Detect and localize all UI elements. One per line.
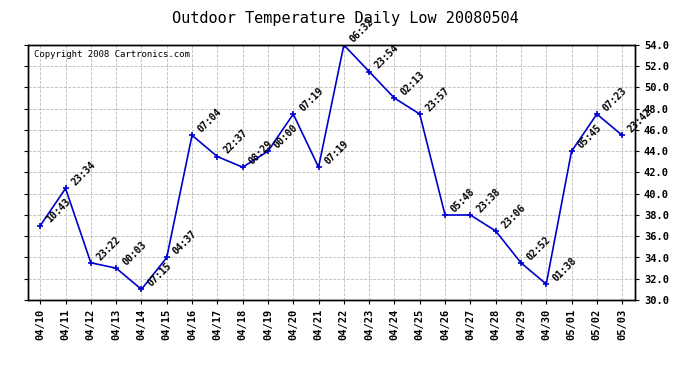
Text: 07:04: 07:04: [196, 107, 224, 135]
Text: 23:54: 23:54: [373, 43, 401, 71]
Text: 07:15: 07:15: [146, 261, 173, 289]
Text: 10:43: 10:43: [44, 197, 72, 225]
Text: 23:42: 23:42: [627, 107, 654, 135]
Text: 08:29: 08:29: [247, 139, 275, 166]
Text: 07:23: 07:23: [601, 86, 629, 113]
Text: 23:06: 23:06: [500, 202, 528, 230]
Text: 23:22: 23:22: [95, 234, 123, 262]
Text: 23:38: 23:38: [475, 186, 502, 214]
Text: 00:03: 00:03: [120, 240, 148, 267]
Text: Outdoor Temperature Daily Low 20080504: Outdoor Temperature Daily Low 20080504: [172, 11, 518, 26]
Text: Copyright 2008 Cartronics.com: Copyright 2008 Cartronics.com: [34, 50, 190, 59]
Text: 00:00: 00:00: [272, 123, 300, 150]
Text: 07:19: 07:19: [297, 86, 325, 113]
Text: 23:57: 23:57: [424, 86, 452, 113]
Text: 06:32: 06:32: [348, 16, 376, 44]
Text: 02:52: 02:52: [525, 234, 553, 262]
Text: 01:38: 01:38: [551, 255, 578, 283]
Text: 07:19: 07:19: [323, 139, 351, 166]
Text: 04:37: 04:37: [171, 229, 199, 257]
Text: 22:37: 22:37: [221, 128, 249, 156]
Text: 02:13: 02:13: [399, 69, 426, 98]
Text: 23:34: 23:34: [70, 160, 97, 188]
Text: 05:45: 05:45: [575, 123, 604, 150]
Text: 05:48: 05:48: [449, 186, 477, 214]
